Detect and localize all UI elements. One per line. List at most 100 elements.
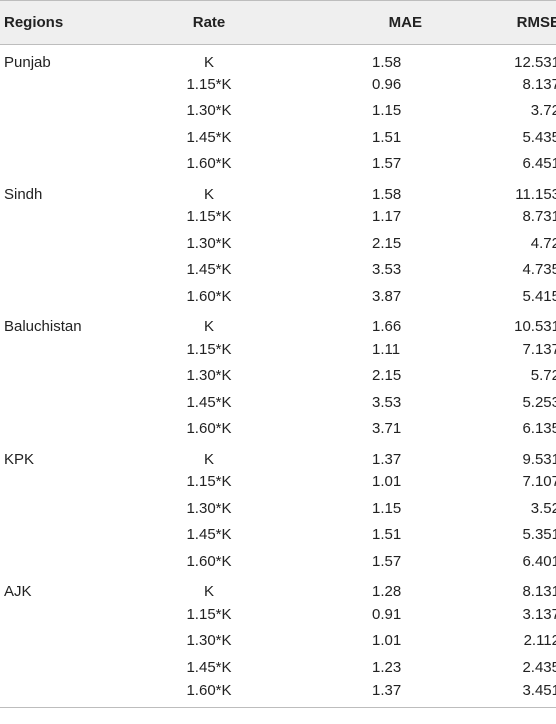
cell-rate: 1.45*K [134,654,284,681]
cell-rate-text: 1.45*K [186,658,232,676]
cell-rate-text: 1.60*K [186,155,232,173]
header-rmse: RMSE [426,0,556,45]
table-row: AJK K 1.28 8.131 [0,575,556,602]
cell-rmse: 4.72 [426,230,556,257]
cell-rmse: 3.72 [426,98,556,125]
cell-rate-text: K [203,583,214,601]
cell-rate-text: K [203,185,214,203]
cell-rmse: 8.137 [426,71,556,98]
cell-rate: 1.60*K [134,283,284,310]
cell-rmse-text: 10.531 [514,318,556,336]
cell-mae: 0.91 [284,601,426,628]
cell-mae-text: 1.51 [372,526,402,544]
cell-rmse: 3.137 [426,601,556,628]
cell-rmse-text: 5.253 [522,393,556,411]
cell-rate-text: 1.30*K [186,367,232,385]
cell-region-text: Baluchistan [4,318,82,336]
cell-mae: 3.53 [284,389,426,416]
cell-rate: 1.60*K [134,151,284,178]
cell-mae: 1.58 [284,45,426,72]
cell-mae-text: 0.96 [372,75,402,93]
cell-mae: 1.01 [284,469,426,496]
cell-rate: 1.45*K [134,522,284,549]
table-row: Sindh K 1.58 11.153 [0,177,556,204]
cell-mae-text: 1.15 [372,102,402,120]
cell-mae-text: 2.15 [372,234,402,252]
cell-mae-text: 1.23 [372,658,402,676]
cell-region [0,416,134,443]
cell-region [0,548,134,575]
table-row: 1.60*K 1.57 6.401 [0,548,556,575]
cell-mae-text: 1.01 [372,473,402,491]
cell-rmse-text: 4.735 [522,261,556,279]
cell-mae: 1.11 [284,336,426,363]
cell-rate: 1.45*K [134,389,284,416]
cell-region [0,601,134,628]
table-row: 1.15*K 0.91 3.137 [0,601,556,628]
table-row: 1.30*K 2.15 4.72 [0,230,556,257]
table-row: 1.60*K 3.71 6.135 [0,416,556,443]
table-row: 1.30*K 2.15 5.72 [0,363,556,390]
cell-mae: 1.37 [284,680,426,708]
cell-region [0,628,134,655]
cell-rate: K [134,442,284,469]
cell-rmse-text: 8.131 [522,583,556,601]
cell-mae-text: 1.17 [372,208,402,226]
cell-rmse-text: 8.137 [522,75,556,93]
cell-rate: 1.15*K [134,601,284,628]
cell-rate-text: 1.60*K [186,552,232,570]
cell-region-text: AJK [4,583,32,601]
cell-region [0,257,134,284]
cell-region: Baluchistan [0,310,134,337]
cell-mae: 1.17 [284,204,426,231]
table-row: KPK K 1.37 9.531 [0,442,556,469]
cell-region [0,151,134,178]
cell-rate: K [134,45,284,72]
cell-region [0,680,134,708]
table-row: 1.45*K 3.53 5.253 [0,389,556,416]
cell-rate-text: 1.45*K [186,128,232,146]
cell-mae-text: 3.53 [372,261,402,279]
cell-rate: 1.30*K [134,628,284,655]
cell-rmse: 5.351 [426,522,556,549]
table-row: 1.15*K 1.11 7.137 [0,336,556,363]
cell-rmse: 6.401 [426,548,556,575]
cell-rmse: 8.731 [426,204,556,231]
cell-rate: 1.15*K [134,469,284,496]
results-table: Regions Rate MAE RMSE Punjab K 1.58 12.531 1… [0,0,556,708]
cell-region [0,98,134,125]
cell-mae-text: 1.57 [372,552,402,570]
cell-mae-text: 1.57 [372,155,402,173]
table-row: 1.60*K 1.37 3.451 [0,680,556,708]
cell-rate: 1.60*K [134,548,284,575]
cell-mae: 3.87 [284,283,426,310]
cell-region-text: Punjab [4,53,51,71]
cell-region [0,230,134,257]
table-row: 1.15*K 1.17 8.731 [0,204,556,231]
cell-rmse: 4.735 [426,257,556,284]
cell-rate-text: 1.45*K [186,261,232,279]
cell-rate-text: 1.60*K [186,287,232,305]
cell-rmse-text: 8.731 [522,208,556,226]
table-row: Baluchistan K 1.66 10.531 [0,310,556,337]
cell-mae: 1.28 [284,575,426,602]
cell-rate-text: 1.15*K [186,340,232,358]
cell-rate: 1.15*K [134,336,284,363]
cell-rate: 1.60*K [134,680,284,708]
cell-rmse-text: 3.451 [522,682,556,699]
cell-rate-text: 1.30*K [186,499,232,517]
cell-mae-text: 1.37 [372,682,402,699]
cell-mae: 1.51 [284,124,426,151]
cell-region [0,336,134,363]
cell-rmse-text: 4.72 [530,234,556,252]
cell-region: Punjab [0,45,134,72]
cell-rmse: 2.435 [426,654,556,681]
cell-rmse: 10.531 [426,310,556,337]
cell-mae-text: 3.53 [372,393,402,411]
cell-region [0,363,134,390]
cell-rate: 1.30*K [134,495,284,522]
cell-rate: 1.45*K [134,257,284,284]
cell-mae: 1.58 [284,177,426,204]
cell-rate: K [134,177,284,204]
table-row: 1.60*K 3.87 5.415 [0,283,556,310]
